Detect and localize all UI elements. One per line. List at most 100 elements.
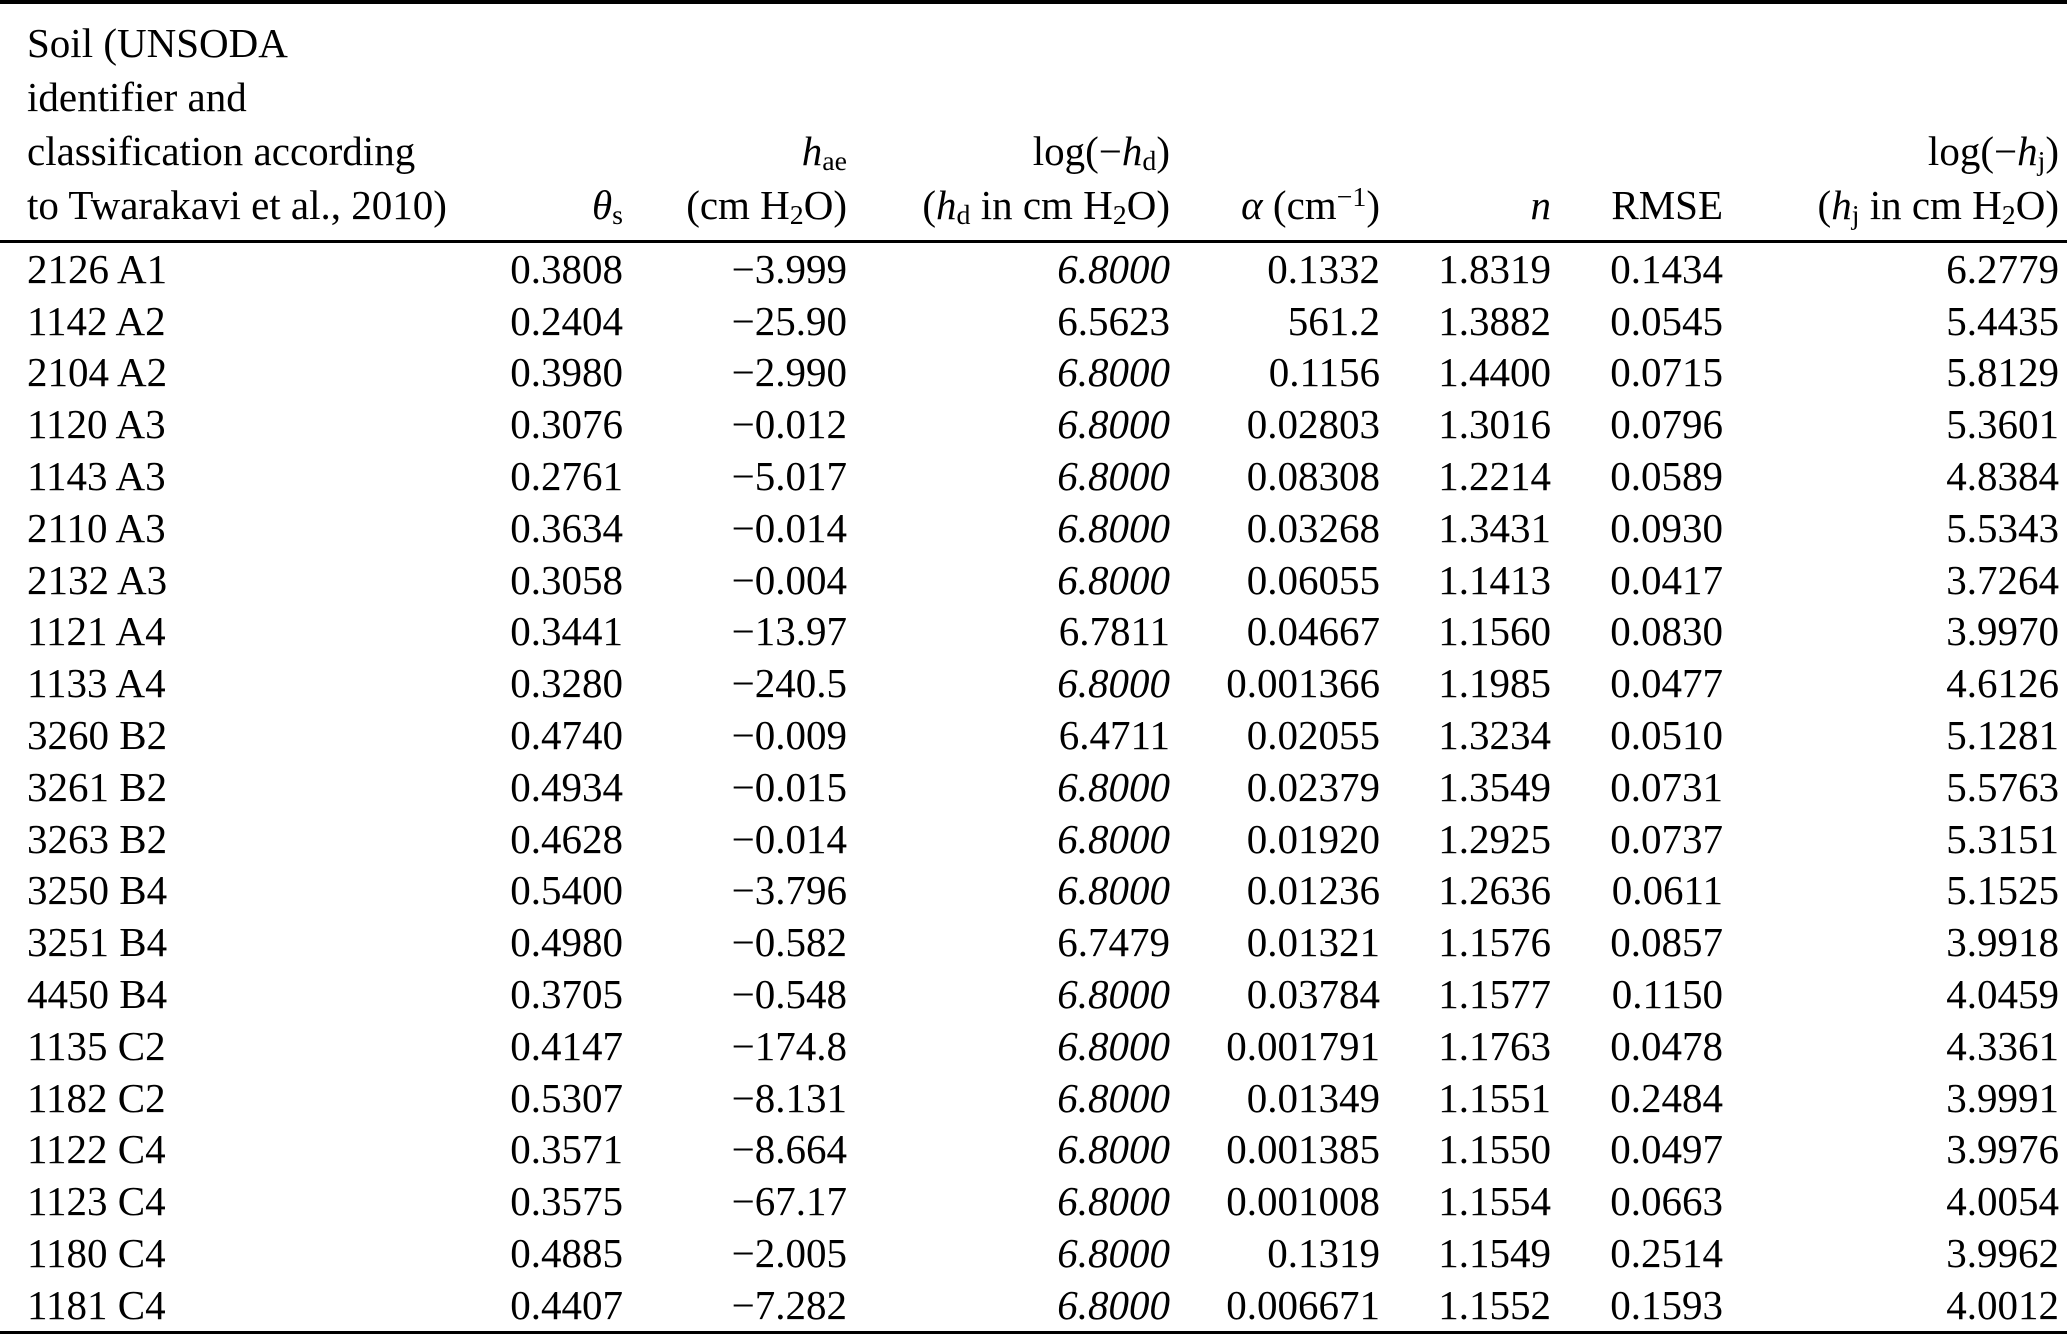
- table-body: 2126 A1 0.3808 −3.999 6.8000 0.1332 1.83…: [0, 242, 2067, 1333]
- log-hj-value: 5.3151: [1946, 815, 2059, 862]
- rmse-value: 0.0417: [1610, 556, 1723, 603]
- rmse-value: 0.0857: [1610, 919, 1723, 966]
- h-ae-value: −0.014: [731, 815, 847, 862]
- log-hd-value: 6.8000: [1057, 763, 1170, 810]
- h-ae-value: −0.015: [731, 763, 847, 810]
- theta-s-value: 0.4147: [510, 1022, 623, 1069]
- table-row: 1133 A4 0.3280 −240.5 6.8000 0.001366 1.…: [0, 657, 2067, 709]
- log-hj-value: 4.0054: [1946, 1178, 2059, 1225]
- h-ae-value: −0.009: [731, 712, 847, 759]
- table-row: 2132 A3 0.3058 −0.004 6.8000 0.06055 1.1…: [0, 554, 2067, 606]
- table-row: 3261 B2 0.4934 −0.015 6.8000 0.02379 1.3…: [0, 761, 2067, 813]
- theta-s-value: 0.4628: [510, 815, 623, 862]
- alpha-value: 0.03784: [1246, 971, 1380, 1018]
- h-ae-value: −3.999: [731, 245, 847, 292]
- n-value: 1.3016: [1438, 401, 1551, 448]
- log-hd-value: 6.8000: [1057, 349, 1170, 396]
- alpha-value: 0.1319: [1267, 1230, 1380, 1277]
- rmse-value: 0.0611: [1611, 867, 1723, 914]
- theta-s-value: 0.3441: [510, 608, 623, 655]
- h-ae-value: −0.014: [731, 504, 847, 551]
- theta-s-value: 0.2404: [510, 297, 623, 344]
- alpha-value: 561.2: [1287, 297, 1380, 344]
- n-value: 1.1413: [1438, 556, 1551, 603]
- n-value: 1.3882: [1438, 297, 1551, 344]
- log-hj-value: 5.4435: [1946, 297, 2059, 344]
- soil-id: 1143 A3: [27, 453, 166, 500]
- rmse-value: 0.0477: [1610, 660, 1723, 707]
- theta-s-value: 0.3571: [510, 1126, 623, 1173]
- alpha-value: 0.04667: [1246, 608, 1380, 655]
- log-hj-value: 5.1281: [1946, 712, 2059, 759]
- soil-id: 3251 B4: [27, 919, 168, 966]
- theta-s-value: 0.3634: [510, 504, 623, 551]
- soil-id: 1180 C4: [27, 1230, 166, 1277]
- alpha-value: 0.02379: [1246, 763, 1380, 810]
- rmse-value: 0.0478: [1610, 1022, 1723, 1069]
- alpha-value: 0.1332: [1267, 245, 1380, 292]
- n-value: 1.2214: [1438, 453, 1551, 500]
- theta-s-value: 0.2761: [510, 453, 623, 500]
- col-header-rmse: RMSE: [1551, 2, 1723, 243]
- theta-s-value: 0.4740: [510, 712, 623, 759]
- log-hj-value: 5.3601: [1946, 401, 2059, 448]
- log-hj-value: 3.7264: [1946, 556, 2059, 603]
- soil-id: 2132 A3: [27, 556, 168, 603]
- log-hj-value: 4.0012: [1946, 1281, 2059, 1328]
- log-hj-value: 3.9918: [1946, 919, 2059, 966]
- theta-s-value: 0.3076: [510, 401, 623, 448]
- soil-id: 1142 A2: [27, 297, 166, 344]
- soil-id: 1181 C4: [27, 1281, 166, 1328]
- log-hd-value: 6.7811: [1058, 608, 1170, 655]
- soil-id: 3263 B2: [27, 815, 168, 862]
- rmse-value: 0.1593: [1610, 1281, 1723, 1328]
- n-value: 1.1554: [1438, 1178, 1551, 1225]
- log-hd-value: 6.8000: [1057, 1230, 1170, 1277]
- theta-s-value: 0.4980: [510, 919, 623, 966]
- soil-id: 2104 A2: [27, 349, 168, 396]
- n-value: 1.3431: [1438, 504, 1551, 551]
- alpha-value: 0.1156: [1268, 349, 1380, 396]
- col-header-soil: Soil (UNSODA identifier and classificati…: [0, 2, 500, 243]
- rmse-value: 0.0715: [1610, 349, 1723, 396]
- soil-id: 3260 B2: [27, 712, 168, 759]
- alpha-value: 0.03268: [1246, 504, 1380, 551]
- h-ae-value: −25.90: [731, 297, 847, 344]
- theta-s-value: 0.3980: [510, 349, 623, 396]
- log-hj-value: 4.6126: [1946, 660, 2059, 707]
- h-ae-value: −8.131: [731, 1074, 847, 1121]
- soil-id: 1120 A3: [27, 401, 166, 448]
- col-header-soil-line2: identifier and: [27, 74, 247, 120]
- soil-id: 4450 B4: [27, 971, 168, 1018]
- rmse-value: 0.1434: [1610, 245, 1723, 292]
- table-row: 1182 C2 0.5307 −8.131 6.8000 0.01349 1.1…: [0, 1072, 2067, 1124]
- h-ae-value: −240.5: [731, 660, 847, 707]
- alpha-value: 0.08308: [1246, 453, 1380, 500]
- h-ae-value: −5.017: [731, 453, 847, 500]
- log-hd-value: 6.8000: [1057, 867, 1170, 914]
- n-value: 1.4400: [1438, 349, 1551, 396]
- rmse-value: 0.2484: [1610, 1074, 1723, 1121]
- rmse-value: 0.0737: [1610, 815, 1723, 862]
- table-row: 1180 C4 0.4885 −2.005 6.8000 0.1319 1.15…: [0, 1227, 2067, 1279]
- log-hj-value: 4.3361: [1946, 1022, 2059, 1069]
- theta-s-value: 0.4407: [510, 1281, 623, 1328]
- log-hj-value: 6.2779: [1946, 245, 2059, 292]
- theta-s-value: 0.5307: [510, 1074, 623, 1121]
- log-hj-value: 5.8129: [1946, 349, 2059, 396]
- alpha-value: 0.001366: [1226, 660, 1380, 707]
- h-ae-subscript: ae: [822, 146, 847, 178]
- col-header-alpha: α (cm−1): [1170, 2, 1380, 243]
- theta-s-value: 0.4885: [510, 1230, 623, 1277]
- soil-id: 1135 C2: [27, 1022, 166, 1069]
- table-row: 2104 A2 0.3980 −2.990 6.8000 0.1156 1.44…: [0, 347, 2067, 399]
- n-value: 1.1763: [1438, 1022, 1551, 1069]
- table-row: 4450 B4 0.3705 −0.548 6.8000 0.03784 1.1…: [0, 968, 2067, 1020]
- theta-s-value: 0.5400: [510, 867, 623, 914]
- log-hd-value: 6.8000: [1057, 453, 1170, 500]
- alpha-value: 0.02055: [1246, 712, 1380, 759]
- col-header-h-ae: hae (cm H2O): [623, 2, 847, 243]
- log-hj-value: 5.5763: [1946, 763, 2059, 810]
- soil-id: 3250 B4: [27, 867, 168, 914]
